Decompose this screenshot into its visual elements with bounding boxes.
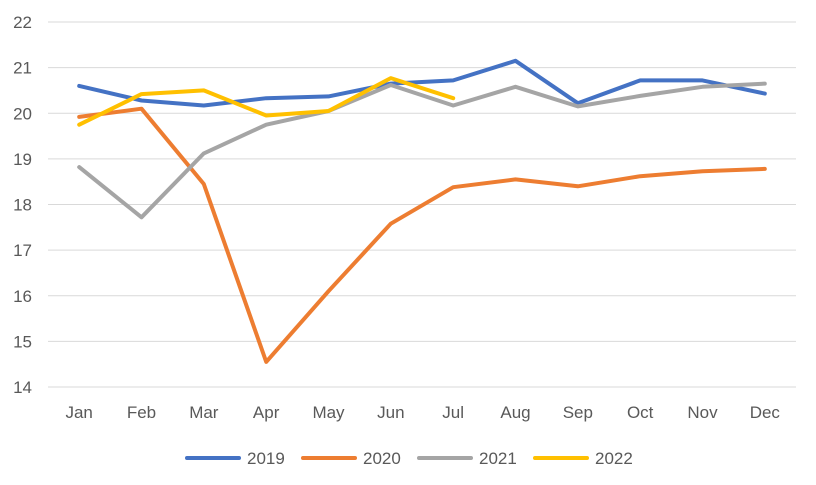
y-tick-label: 17 — [13, 241, 32, 260]
y-axis-ticks: 14 15 16 17 18 19 20 21 22 — [13, 13, 32, 397]
series-line-2021 — [77, 81, 767, 220]
series-lines — [77, 58, 767, 364]
series-line-2022 — [77, 76, 456, 127]
y-tick-label: 18 — [13, 196, 32, 215]
y-tick-label: 15 — [13, 332, 32, 351]
x-tick-label: May — [312, 403, 345, 422]
x-tick-label: Nov — [687, 403, 718, 422]
legend: 2019 2020 2021 2022 — [185, 449, 633, 468]
x-tick-label: Dec — [750, 403, 781, 422]
x-axis-ticks: Jan Feb Mar Apr May Jun Jul Aug Sep Oct Nov Dec — [65, 403, 780, 422]
x-tick-label: Mar — [189, 403, 219, 422]
x-tick-label: Jan — [65, 403, 92, 422]
y-tick-label: 21 — [13, 59, 32, 78]
legend-label-2021: 2021 — [479, 449, 517, 468]
series-line-2019 — [77, 58, 767, 108]
y-tick-label: 20 — [13, 104, 32, 123]
x-tick-label: Aug — [500, 403, 530, 422]
legend-label-2020: 2020 — [363, 449, 401, 468]
y-tick-label: 22 — [13, 13, 32, 32]
y-tick-label: 19 — [13, 150, 32, 169]
x-tick-label: Oct — [627, 403, 654, 422]
legend-label-2022: 2022 — [595, 449, 633, 468]
y-tick-label: 14 — [13, 378, 32, 397]
legend-label-2019: 2019 — [247, 449, 285, 468]
x-tick-label: Feb — [127, 403, 156, 422]
x-tick-label: Jun — [377, 403, 404, 422]
x-tick-label: Sep — [563, 403, 593, 422]
series-line-2020 — [77, 106, 767, 364]
x-tick-label: Apr — [253, 403, 280, 422]
x-tick-label: Jul — [442, 403, 464, 422]
y-tick-label: 16 — [13, 287, 32, 306]
